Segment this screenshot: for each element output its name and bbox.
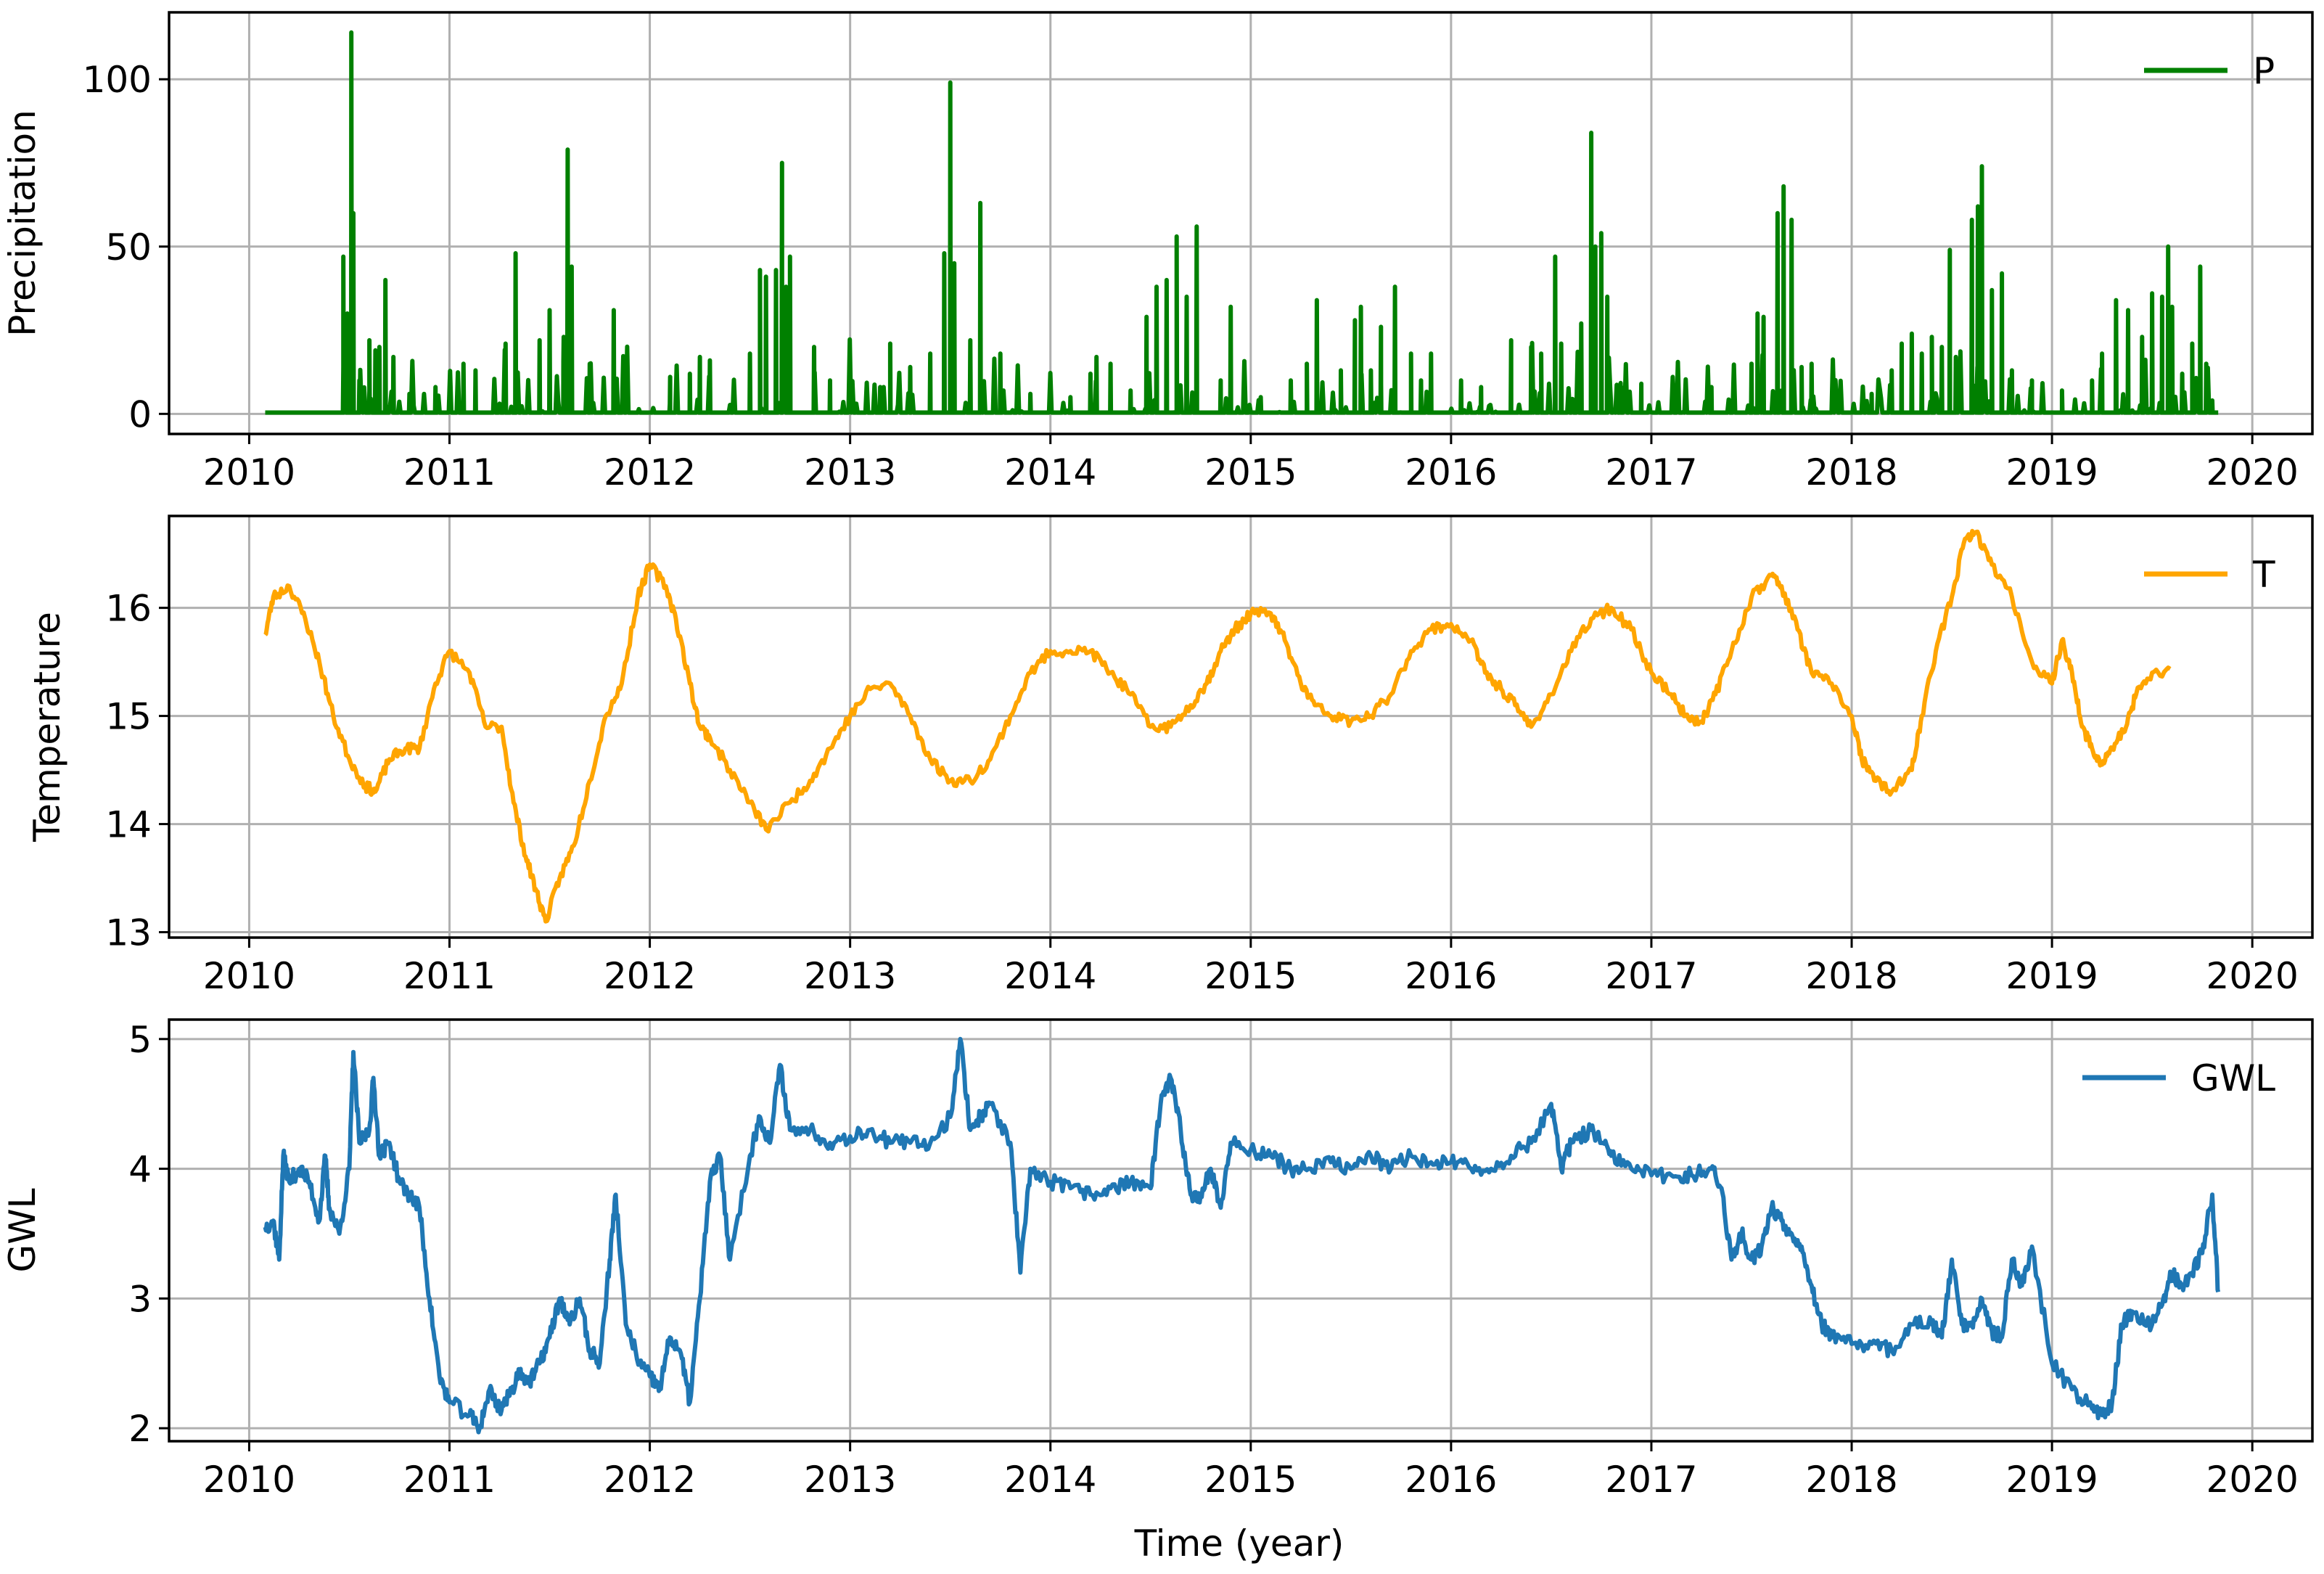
y-axis-label: Temperature [26, 612, 68, 843]
y-tick-label: 100 [83, 59, 152, 101]
axes-frame [168, 1018, 2314, 1443]
panels: 2010 2011 2012 2013 2014 2015 2016 2017 2018 2019… [1, 11, 2314, 1501]
x-tick-label: 2011 [403, 955, 496, 997]
series-line-gwl [263, 1036, 2221, 1435]
x-tick-label: 2017 [1605, 955, 1697, 997]
y-tick-label: 3 [128, 1278, 152, 1320]
x-tick-label: 2010 [203, 451, 295, 493]
y-tick-label: 13 [105, 912, 152, 954]
y-tick-label: 2 [128, 1408, 152, 1450]
x-tick-label: 2019 [2005, 1459, 2098, 1501]
x-tick-label: 2016 [1405, 1459, 1497, 1501]
x-tick-label: 2011 [403, 451, 496, 493]
x-tick-label: 2017 [1605, 1459, 1697, 1501]
legend-label-precip: P [2253, 50, 2275, 92]
x-tick-label: 2012 [604, 955, 696, 997]
x-tick-label: 2019 [2005, 955, 2098, 997]
y-tick-label: 14 [105, 804, 152, 846]
x-tick-label: 2010 [203, 1459, 295, 1501]
y-tick-label: 50 [105, 226, 152, 269]
x-tick-label: 2014 [1004, 1459, 1096, 1501]
y-tick-label: 5 [128, 1019, 152, 1061]
x-tick-label: 2012 [604, 1459, 696, 1501]
y-tick-label: 15 [105, 696, 152, 738]
series-line-temp [263, 528, 2172, 924]
y-tick-label: 0 [128, 393, 152, 435]
x-tick-label: 2018 [1805, 955, 1897, 997]
x-tick-label: 2013 [804, 955, 896, 997]
chart-panel-gwl: 2010 2011 2012 2013 2014 2015 2016 2017 2018 2019… [1, 1018, 2314, 1501]
series-line-precip [264, 30, 2220, 415]
x-tick-label: 2010 [203, 955, 295, 997]
x-tick-label: 2011 [403, 1459, 496, 1501]
x-tick-label: 2014 [1004, 451, 1096, 493]
y-axis-label: GWL [1, 1188, 44, 1272]
y-tick-label: 16 [105, 588, 152, 630]
x-tick-label: 2018 [1805, 1459, 1897, 1501]
x-tick-label: 2013 [804, 451, 896, 493]
x-tick-label: 2020 [2206, 1459, 2299, 1501]
x-tick-label: 2016 [1405, 451, 1497, 493]
axes-frame [168, 11, 2314, 435]
x-tick-label: 2016 [1405, 955, 1497, 997]
y-tick-label: 4 [128, 1149, 152, 1191]
x-tick-label: 2014 [1004, 955, 1096, 997]
x-tick-label: 2020 [2206, 955, 2299, 997]
x-tick-label: 2012 [604, 451, 696, 493]
x-tick-label: 2019 [2005, 451, 2098, 493]
legend-label-temp: T [2252, 554, 2275, 596]
x-tick-label: 2015 [1204, 451, 1297, 493]
x-tick-label: 2020 [2206, 451, 2299, 493]
figure-xlabel: Time (year) [1134, 1522, 1344, 1565]
chart-panel-precip: 2010 2011 2012 2013 2014 2015 2016 2017 2018 2019… [1, 11, 2314, 493]
x-tick-label: 2015 [1204, 1459, 1297, 1501]
x-tick-label: 2015 [1204, 955, 1297, 997]
axes-frame [168, 515, 2314, 939]
chart-panel-temp: 2010 2011 2012 2013 2014 2015 2016 2017 2018 2019… [26, 515, 2314, 997]
legend-label-gwl: GWL [2191, 1057, 2275, 1099]
x-tick-label: 2013 [804, 1459, 896, 1501]
y-axis-label: Precipitation [1, 110, 44, 337]
x-tick-label: 2017 [1605, 451, 1697, 493]
x-tick-label: 2018 [1805, 451, 1897, 493]
